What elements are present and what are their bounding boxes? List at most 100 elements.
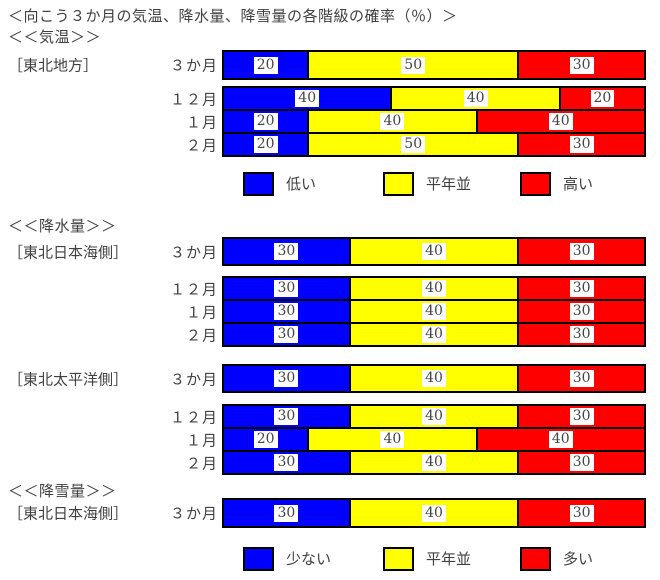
legend-swatch <box>383 546 414 571</box>
bar-value-label: 40 <box>422 504 446 522</box>
forecast-row: １２月 30 40 30 <box>0 276 660 301</box>
probability-bar: 40 40 20 <box>222 86 646 111</box>
probability-bar: 20 40 40 <box>222 109 646 134</box>
probability-bar: 30 40 30 <box>222 364 646 393</box>
bar-segment: 30 <box>517 278 644 299</box>
bar-value-label: 30 <box>274 408 299 425</box>
bar-value-label: 50 <box>401 56 426 74</box>
bar-segment: 40 <box>348 452 518 473</box>
period-label: １２月 <box>169 90 218 108</box>
bar-value-label: 40 <box>422 243 446 260</box>
bar-value-label: 30 <box>569 243 594 260</box>
bar-value-label: 30 <box>569 326 594 343</box>
forecast-row: ２月 30 40 30 <box>0 322 660 347</box>
bar-value-label: 40 <box>422 454 446 471</box>
bar-segment: 30 <box>517 406 644 427</box>
legend-label: 低い <box>286 175 317 193</box>
section-header: ＜＜降雪量＞＞ <box>8 482 117 500</box>
bar-segment: 20 <box>224 111 308 132</box>
bar-segment: 30 <box>224 278 349 299</box>
period-label: １月 <box>185 113 218 131</box>
bar-value-label: 30 <box>274 454 299 471</box>
bar-segment: 30 <box>517 500 644 526</box>
bar-segment: 20 <box>558 88 645 109</box>
legend-swatch <box>243 546 274 571</box>
bar-segment: 30 <box>224 239 349 264</box>
bar-value-label: 30 <box>274 280 299 297</box>
bar-value-label: 40 <box>422 370 446 387</box>
bar-value-label: 30 <box>274 370 299 387</box>
probability-bar: 30 40 30 <box>222 299 646 324</box>
period-label: ２月 <box>185 326 218 344</box>
bar-value-label: 30 <box>569 408 594 425</box>
legend-label: 多い <box>563 550 594 568</box>
region-label: ［東北地方］ <box>8 56 99 75</box>
forecast-row: ［東北日本海側］ ３か月 30 40 30 <box>0 498 660 528</box>
legend-item: 低い <box>243 171 316 196</box>
bar-value-label: 20 <box>253 56 278 74</box>
legend: 低い 平年並 高い <box>0 171 660 196</box>
bar-segment: 30 <box>224 366 349 391</box>
bar-segment: 30 <box>224 452 349 473</box>
region-label: ［東北日本海側］ <box>8 243 129 261</box>
bar-value-label: 40 <box>380 431 405 448</box>
bar-value-label: 20 <box>253 113 278 130</box>
bar-value-label: 40 <box>463 90 488 107</box>
period-label: １月 <box>185 431 218 449</box>
bar-value-label: 40 <box>548 431 573 448</box>
bar-value-label: 30 <box>274 504 299 522</box>
section-header: ＜＜降水量＞＞ <box>8 217 117 235</box>
bar-segment: 40 <box>390 88 559 109</box>
probability-bar: 20 50 30 <box>222 132 646 157</box>
forecast-row: １２月 30 40 30 <box>0 404 660 429</box>
legend-label: 少ない <box>286 550 332 568</box>
legend-label: 高い <box>563 175 594 193</box>
forecast-row: １月 20 40 40 <box>0 427 660 452</box>
bar-value-label: 30 <box>569 280 594 297</box>
bar-segment: 30 <box>517 52 644 78</box>
legend-item: 多い <box>520 546 593 571</box>
bar-segment: 40 <box>475 111 645 132</box>
period-label: １月 <box>185 303 218 321</box>
legend-label: 平年並 <box>426 550 472 568</box>
bar-segment: 30 <box>517 239 644 264</box>
bar-value-label: 30 <box>274 303 299 320</box>
bar-segment: 20 <box>224 429 308 450</box>
bar-segment: 40 <box>348 278 518 299</box>
probability-bar: 30 40 30 <box>222 322 646 347</box>
forecast-row: １月 20 40 40 <box>0 109 660 134</box>
bar-segment: 30 <box>224 324 349 345</box>
region-label: ［東北日本海側］ <box>8 504 129 523</box>
bar-value-label: 40 <box>422 326 446 343</box>
bar-segment: 40 <box>348 239 518 264</box>
legend-swatch <box>520 171 551 196</box>
legend-item: 平年並 <box>383 546 471 571</box>
bar-value-label: 30 <box>569 454 594 471</box>
period-label: ２月 <box>185 136 218 154</box>
forecast-row: ［東北太平洋側］ ３か月 30 40 30 <box>0 364 660 393</box>
bar-value-label: 30 <box>569 56 594 74</box>
bar-value-label: 20 <box>253 431 278 448</box>
probability-bar: 20 40 40 <box>222 427 646 452</box>
period-label: １２月 <box>169 280 218 298</box>
bar-value-label: 30 <box>274 243 299 260</box>
bar-segment: 30 <box>517 324 644 345</box>
bar-segment: 40 <box>224 88 391 109</box>
bar-value-label: 30 <box>569 136 594 153</box>
bar-segment: 40 <box>348 324 518 345</box>
legend-item: 少ない <box>243 546 331 571</box>
bar-segment: 30 <box>517 301 644 322</box>
bar-value-label: 30 <box>569 504 594 522</box>
bar-value-label: 20 <box>253 136 278 153</box>
legend-swatch <box>383 171 414 196</box>
bar-value-label: 30 <box>569 370 594 387</box>
forecast-row: ［東北日本海側］ ３か月 30 40 30 <box>0 237 660 266</box>
bar-value-label: 30 <box>274 326 299 343</box>
bar-segment: 30 <box>224 500 349 526</box>
forecast-row: ２月 30 40 30 <box>0 450 660 475</box>
bar-segment: 20 <box>224 52 308 78</box>
bar-value-label: 40 <box>548 113 573 130</box>
forecast-row: １２月 40 40 20 <box>0 86 660 111</box>
bar-segment: 50 <box>307 52 518 78</box>
